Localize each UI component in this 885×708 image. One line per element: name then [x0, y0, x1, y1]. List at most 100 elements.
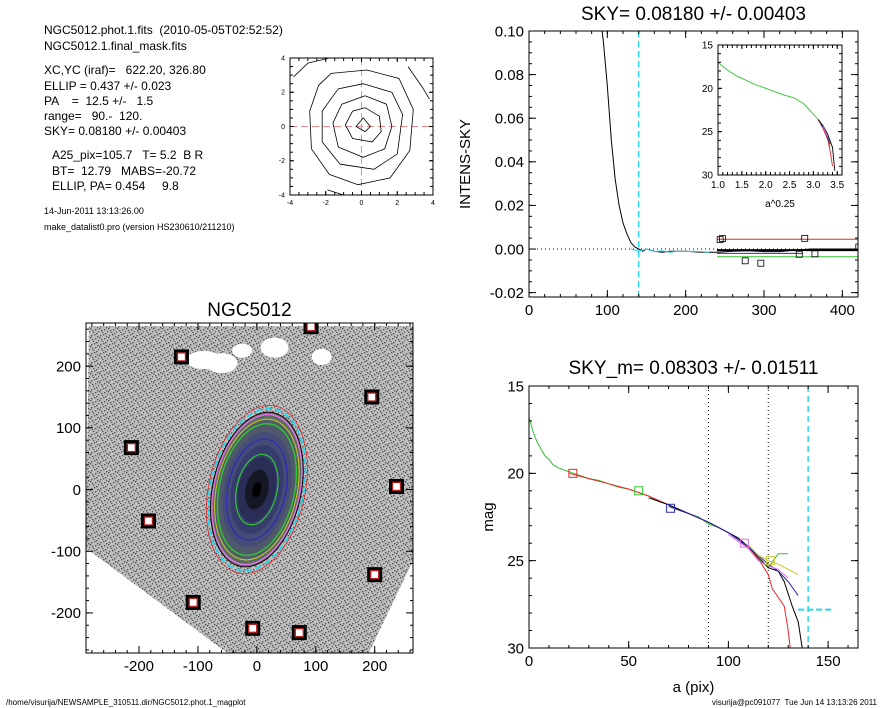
sky-inset: 1.0 1.5 2.0 2.5 3.0 3.5 15 20 25 30 a^0.25	[702, 41, 845, 211]
header-range: range= 90.- 120.	[44, 109, 143, 123]
masked-star-inner	[391, 481, 402, 492]
sky-marker	[795, 250, 803, 258]
isophote-blue	[225, 438, 288, 541]
x-tick-label: -200	[124, 658, 154, 675]
mag-title: SKY_m= 0.08303 +/- 0.01511	[569, 358, 819, 379]
header-mask-file: NGC5012.1.final_mask.fits	[44, 39, 187, 53]
inset-data	[718, 61, 836, 171]
y-tick-label: 0.04	[495, 154, 524, 171]
galaxy-image-plot: NGC5012 -200 -100 0 100 200 -200 -100 0 100 200	[51, 300, 414, 675]
masked-star	[364, 389, 380, 405]
y-tick-label: 0.00	[495, 241, 524, 258]
isophote-yellow	[214, 418, 300, 561]
y-tick-label: 0.08	[495, 67, 524, 84]
mag-ylabel: mag	[480, 502, 497, 531]
y-tick-label: -4	[279, 192, 285, 199]
masked-star-inner	[370, 570, 380, 580]
y-tick-label: -0.02	[490, 285, 524, 302]
y-tick-label: 30	[702, 171, 714, 182]
sky-ylabel: INTENS-SKY	[457, 119, 474, 209]
header-a25: A25_pix=105.7 T= 5.2 B R	[52, 148, 204, 162]
contour-level	[293, 58, 330, 78]
masked-region	[205, 353, 238, 374]
sky-marker	[741, 257, 749, 265]
outer-ellipse	[209, 411, 304, 568]
contour-level	[327, 189, 344, 195]
masked-star	[367, 567, 383, 583]
y-tick-label: 0.02	[495, 198, 524, 215]
sky-marker	[855, 243, 858, 251]
sky-marker	[719, 235, 726, 242]
mag-series-green	[529, 417, 789, 569]
masked-star-inner	[306, 323, 316, 332]
masked-star	[245, 620, 261, 636]
isophote-red	[205, 404, 308, 575]
x-tick-label: 0	[253, 658, 261, 675]
x-tick-label: 50	[620, 653, 637, 670]
header-date: 14-Jun-2011 13:13:26.00	[44, 206, 144, 216]
sky-plot: SKY= 0.08180 +/- 0.00403 INTENS-SKY 0 100 20…	[457, 4, 859, 319]
x-tick-label: 3.0	[806, 180, 820, 191]
mag-series-black	[648, 497, 803, 648]
x-tick-label: 2.0	[759, 180, 773, 191]
mag-marker-blue	[666, 503, 676, 513]
y-tick-label: 200	[56, 358, 81, 375]
image-content	[86, 323, 413, 653]
x-tick-label: 3.5	[830, 180, 844, 191]
header-center: XC,YC (iraf)= 622.20, 326.80	[44, 63, 206, 77]
sky-marker	[801, 234, 809, 242]
masked-star	[291, 625, 307, 641]
isophote-magenta	[211, 413, 303, 566]
plot-frame	[528, 30, 859, 298]
y-tick-label: 20	[507, 466, 524, 483]
contour-level	[355, 117, 371, 133]
isophote-green	[216, 422, 298, 557]
masked-star	[303, 323, 319, 335]
masked-star-inner	[294, 627, 304, 638]
y-tick-label: 20	[702, 84, 714, 95]
y-tick-label: 0	[73, 482, 81, 499]
x-tick-label: 1.0	[711, 180, 725, 191]
x-tick-label: 300	[751, 302, 776, 319]
mag-series-red	[568, 472, 791, 648]
header-pa: PA = 12.5 +/- 1.5	[44, 94, 154, 108]
y-tick-label: 15	[507, 378, 524, 395]
masked-star-inner	[143, 516, 154, 526]
masked-star	[123, 440, 139, 456]
contour-level	[344, 107, 382, 143]
x-tick-label: 4	[431, 200, 435, 207]
x-tick-label: 100	[595, 302, 620, 319]
sky-marker	[716, 236, 724, 244]
contour-level	[332, 95, 393, 158]
y-tick-label: 4	[281, 55, 285, 62]
y-tick-label: 0	[281, 124, 285, 131]
x-tick-label: 2.5	[783, 180, 797, 191]
y-tick-label: 2	[281, 90, 285, 97]
masked-star	[185, 594, 201, 610]
mag-series-yellow	[747, 544, 799, 576]
y-tick-label: 0.10	[495, 23, 524, 40]
mag-marker-green	[634, 486, 644, 496]
contour-level	[321, 83, 404, 170]
masked-star	[389, 478, 405, 494]
inset-bg	[718, 45, 842, 175]
mag-series-magenta	[728, 534, 789, 579]
header-fits-file: NGC5012.phot.1.fits (2010-05-05T02:52:52…	[44, 23, 283, 37]
masked-star-inner	[176, 352, 187, 362]
header-bt: BT= 12.79 MABS=-20.72	[52, 164, 197, 178]
mag-plot: SKY_m= 0.08303 +/- 0.01511 mag a (pix) 0 50 1…	[480, 358, 859, 696]
y-tick-label: 25	[507, 553, 524, 570]
masked-star-inner	[367, 392, 377, 402]
contour-lines	[290, 58, 433, 195]
inset-series-black	[817, 119, 836, 171]
masked-region	[232, 343, 253, 358]
sky-marker	[811, 250, 819, 258]
header-ellip-pa: ELLIP, PA= 0.454 9.8	[52, 179, 179, 193]
x-tick-label: -100	[183, 658, 213, 675]
x-tick-label: 2	[395, 200, 399, 207]
sky-data	[529, 31, 858, 297]
contour-level	[309, 69, 414, 186]
masked-star	[140, 513, 156, 529]
x-tick-label: 100	[303, 658, 328, 675]
